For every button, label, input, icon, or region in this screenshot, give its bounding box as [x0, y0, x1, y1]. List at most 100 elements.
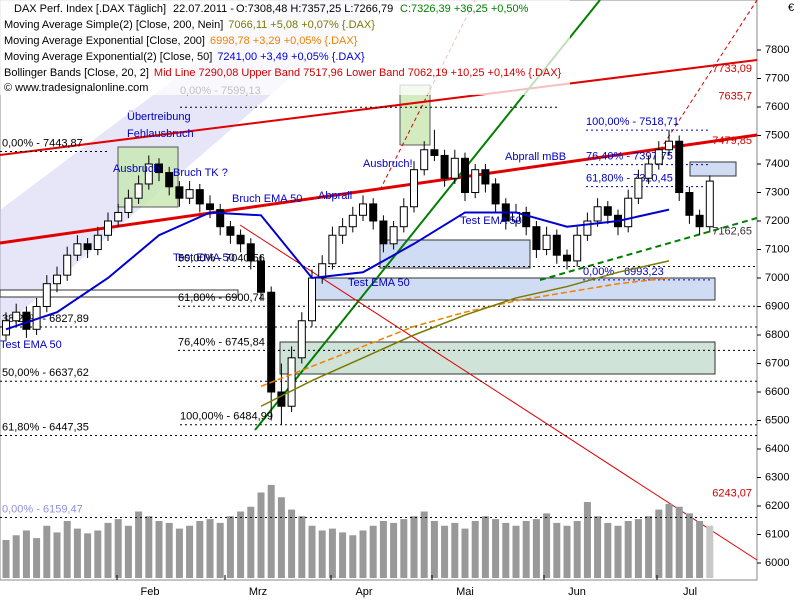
volume-bar	[492, 519, 500, 578]
candle-body	[287, 357, 296, 407]
candle-body	[277, 391, 286, 407]
candle-body	[134, 183, 143, 199]
volume-bar	[471, 521, 479, 578]
volume-bar	[583, 502, 591, 578]
candle-body	[297, 320, 306, 359]
legend-title: DAX Perf. Index [.DAX Täglich]	[14, 3, 166, 15]
legend-bg	[0, 0, 570, 95]
candle-body	[206, 203, 214, 211]
trend-line	[659, 0, 758, 151]
volume-bar	[410, 516, 418, 578]
copyright: © www.tradesignalonline.com	[4, 82, 148, 94]
box	[279, 341, 716, 375]
volume-bar	[441, 525, 449, 578]
volume-bar	[104, 522, 112, 578]
legend-ohlc: O:7308,48 H:7357,25 L:7266,79	[236, 3, 393, 15]
candle-body	[420, 149, 429, 171]
volume-bar	[216, 522, 224, 578]
level-label: 61,80% - 6900,74	[178, 292, 265, 304]
volume-bar	[318, 530, 326, 578]
candle-body	[144, 163, 153, 185]
y-tick-label: 6900	[765, 300, 789, 312]
candle-body	[583, 220, 592, 236]
volume-bar	[655, 509, 663, 578]
legend-value: Mid Line 7290,08 Upper Band 7517,96 Lowe…	[154, 67, 562, 79]
candle-body	[634, 177, 643, 199]
candle-body	[53, 274, 61, 285]
volume-bar	[22, 530, 30, 578]
volume-bar	[298, 516, 306, 578]
candle-body	[573, 234, 582, 262]
volume-bar	[288, 509, 296, 578]
candle-body	[695, 214, 704, 228]
annotation: Test EMA 50	[460, 215, 522, 227]
volume-bar	[420, 511, 428, 578]
candle-body	[593, 206, 602, 222]
volume-bar	[237, 511, 245, 578]
legend-date: 22.07.2011 -	[173, 3, 234, 15]
candle-body	[42, 283, 51, 308]
volume-bar	[461, 528, 469, 578]
y-tick-label: 6500	[765, 414, 789, 426]
annotation: Abprall	[318, 190, 352, 202]
y-tick-label: 6700	[765, 357, 789, 369]
candle-body	[328, 234, 337, 265]
annotation: Test EMA 50	[173, 252, 235, 264]
trend-line	[539, 217, 758, 281]
candle-body	[461, 157, 469, 194]
candle-body	[471, 169, 480, 193]
volume-bar	[257, 492, 265, 578]
x-tick-label: Feb	[141, 586, 160, 598]
annotation: Ausbruch	[113, 163, 159, 175]
volume-bar	[84, 533, 92, 578]
volume-bar	[430, 521, 438, 578]
level-label: 100,00% - 7518,71	[586, 116, 679, 128]
candle-body	[705, 180, 714, 228]
volume-bar	[277, 497, 285, 578]
volume-bar	[594, 516, 602, 578]
volume-bar	[33, 538, 41, 578]
volume-bar	[135, 511, 143, 578]
candle-body	[175, 186, 184, 199]
volume-bar	[502, 522, 510, 578]
annotation: Abprall mBB	[505, 151, 566, 163]
box	[379, 239, 531, 269]
annotation: Test EMA 50	[0, 339, 62, 351]
volume-bar	[12, 535, 20, 578]
volume-bar	[2, 540, 10, 578]
volume-bar	[543, 513, 551, 578]
candle-body	[195, 189, 204, 205]
volume-bar	[267, 484, 275, 578]
annotation: Bruch TK ?	[173, 167, 228, 179]
level-label: 61,80% - 7320,45	[586, 173, 673, 185]
y-tick-label: 6200	[765, 500, 789, 512]
candle-body	[63, 254, 72, 276]
volume-bar	[308, 525, 316, 578]
level-label: 61,80% - 6447,35	[2, 421, 89, 433]
volume-bar	[563, 525, 571, 578]
candle-body	[624, 197, 633, 228]
level-label: 76,40% - 6745,84	[178, 336, 265, 348]
x-tick-label: Apr	[355, 586, 372, 598]
x-tick-label: Mai	[456, 586, 474, 598]
volume-bar	[573, 521, 581, 578]
x-tick-label: Mrz	[249, 586, 267, 598]
volume-bar	[390, 522, 398, 578]
y-tick-label: 7400	[765, 158, 789, 170]
volume-bar	[339, 532, 347, 578]
candle-body	[185, 189, 194, 199]
price-tag: 7733,09	[712, 63, 752, 75]
candle-body	[83, 243, 92, 251]
candle-body	[665, 140, 673, 151]
candle-body	[532, 226, 541, 250]
candle-body	[450, 157, 459, 179]
candle-body	[440, 154, 449, 179]
candle-body	[481, 169, 490, 185]
volume-bar	[94, 530, 102, 578]
volume-bar	[532, 519, 540, 578]
volume-bar	[349, 535, 357, 578]
level-label: 100,00% - 6484,99	[180, 411, 273, 423]
volume-bar	[379, 521, 387, 578]
